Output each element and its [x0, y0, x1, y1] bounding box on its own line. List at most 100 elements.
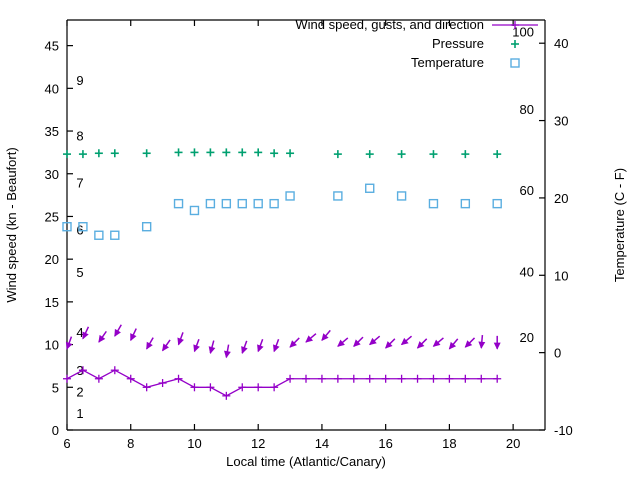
square-marker	[237, 198, 247, 209]
x-tick-label: 12	[251, 436, 265, 451]
axes-frame	[66, 19, 546, 431]
plus-marker	[142, 149, 151, 158]
plus-marker	[238, 148, 247, 157]
plus-marker	[78, 150, 87, 159]
y-tick-label: 15	[45, 295, 59, 310]
plus-marker	[461, 374, 470, 383]
beaufort-label: 9	[76, 73, 83, 88]
y2-tick-label: 0	[554, 346, 561, 361]
series-wind-speed	[63, 324, 502, 400]
y-tick-label: 45	[45, 39, 59, 54]
beaufort-label: 2	[76, 385, 83, 400]
square-marker	[110, 230, 120, 240]
wind-direction-arrow	[241, 340, 248, 354]
y2-tick-label: 30	[554, 114, 568, 129]
plus-marker	[110, 149, 119, 158]
wind-direction-arrow	[224, 344, 231, 359]
square-marker	[221, 198, 232, 209]
y-tick-label: 40	[45, 81, 59, 96]
y2-tick-label: 20	[554, 191, 568, 206]
wind-direction-arrow	[273, 338, 280, 353]
plus-marker	[78, 366, 87, 375]
square-marker	[365, 183, 375, 193]
wind-direction-arrow	[464, 337, 476, 348]
beaufort-label: 4	[76, 325, 83, 340]
plus-marker	[63, 150, 71, 159]
plus-marker	[254, 383, 263, 392]
plus-marker	[511, 21, 519, 29]
plus-marker	[286, 149, 295, 158]
fahrenheit-label: 60	[520, 183, 534, 198]
fahrenheit-label: 100	[512, 25, 534, 40]
plus-marker	[174, 148, 183, 157]
plus-marker	[461, 150, 470, 159]
wind-direction-arrow	[114, 324, 122, 337]
fahrenheit-label: 20	[520, 330, 534, 345]
plus-marker	[238, 383, 247, 392]
y-tick-label: 5	[52, 380, 59, 395]
plus-marker	[206, 148, 215, 157]
plus-marker	[190, 383, 199, 392]
square-marker	[62, 222, 72, 232]
square-marker	[189, 205, 200, 216]
plus-marker	[413, 374, 422, 383]
x-tick-label: 6	[63, 436, 70, 451]
square-marker	[205, 198, 216, 209]
plus-marker	[381, 374, 390, 383]
wind-direction-arrow	[305, 333, 317, 343]
plus-marker	[445, 374, 454, 383]
series-pressure	[63, 148, 502, 159]
y2-axis-ticks: -10 0 10 20 30 40	[539, 36, 573, 438]
plus-marker	[94, 149, 103, 158]
wind-direction-arrow	[161, 339, 171, 352]
square-marker	[78, 222, 88, 232]
square-marker	[460, 198, 471, 209]
x-tick-label: 20	[506, 436, 520, 451]
plus-marker	[511, 40, 519, 48]
y2-axis-title: Temperature (C - F)	[612, 168, 627, 282]
plus-marker	[477, 374, 486, 383]
y-axis-title: Wind speed (kn - Beaufort)	[4, 147, 19, 302]
y-tick-label: 20	[45, 252, 59, 267]
plus-marker	[142, 383, 151, 392]
y2-tick-label: -10	[554, 423, 573, 438]
x-axis-ticks: 6 8 10 12 14 16 18 20	[63, 20, 520, 451]
beaufort-label: 6	[76, 222, 83, 237]
plus-marker	[365, 374, 374, 383]
plus-marker	[270, 383, 279, 392]
plus-marker	[206, 383, 215, 392]
plus-marker	[317, 374, 326, 383]
x-tick-label: 16	[378, 436, 392, 451]
plus-marker	[365, 150, 374, 159]
wind-direction-arrow	[98, 330, 107, 343]
legend-label: Temperature	[411, 55, 484, 70]
plus-marker	[110, 366, 119, 375]
plus-marker	[333, 150, 342, 159]
wind-direction-arrow	[353, 336, 364, 347]
wind-direction-arrow	[493, 335, 501, 350]
plus-marker	[254, 148, 263, 157]
wind-direction-arrow	[385, 338, 396, 349]
beaufort-label: 1	[76, 406, 83, 421]
square-marker	[141, 222, 152, 232]
wind-direction-arrow	[448, 338, 459, 350]
fahrenheit-label: 40	[520, 264, 534, 279]
y2-tick-label: 10	[554, 268, 568, 283]
fahrenheit-scale-labels: 20 40 60 80 100	[512, 25, 534, 346]
plus-marker	[126, 374, 135, 383]
plus-marker	[158, 379, 167, 388]
plus-marker	[397, 374, 406, 383]
square-marker	[510, 58, 520, 68]
plus-marker	[493, 150, 502, 159]
x-tick-label: 18	[442, 436, 456, 451]
beaufort-label: 5	[76, 265, 83, 280]
plus-marker	[174, 374, 183, 383]
plus-marker	[286, 374, 295, 383]
square-marker	[428, 198, 439, 209]
y-tick-label: 35	[45, 124, 59, 139]
wind-direction-arrow	[289, 337, 300, 348]
plus-marker	[222, 148, 231, 157]
plus-marker	[190, 148, 199, 157]
